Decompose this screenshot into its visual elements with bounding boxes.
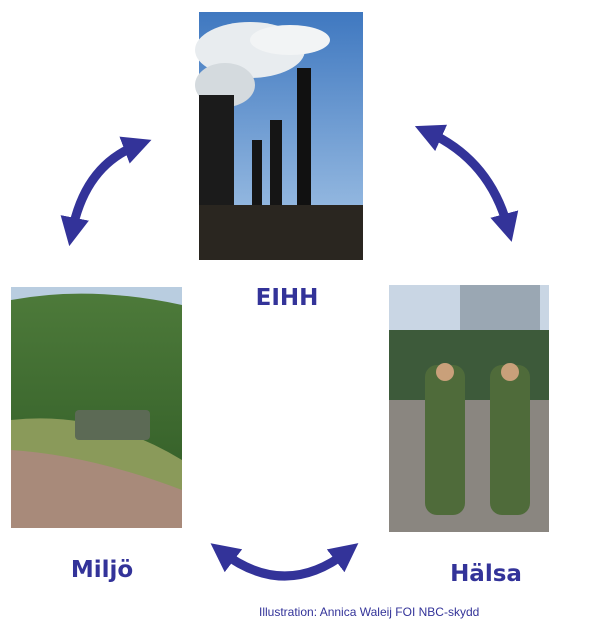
photo-environment [11,287,182,528]
node-label: Hälsa [450,561,522,587]
arrow [414,124,519,242]
arrow [60,136,152,247]
photo-health [389,285,549,532]
arrow [210,543,359,581]
caption: Illustration: Annica Waleij FOI NBC-skyd… [259,605,479,619]
node-label: Miljö [71,557,133,583]
photo-industry [195,12,363,260]
node-label: EIHH [256,285,319,311]
